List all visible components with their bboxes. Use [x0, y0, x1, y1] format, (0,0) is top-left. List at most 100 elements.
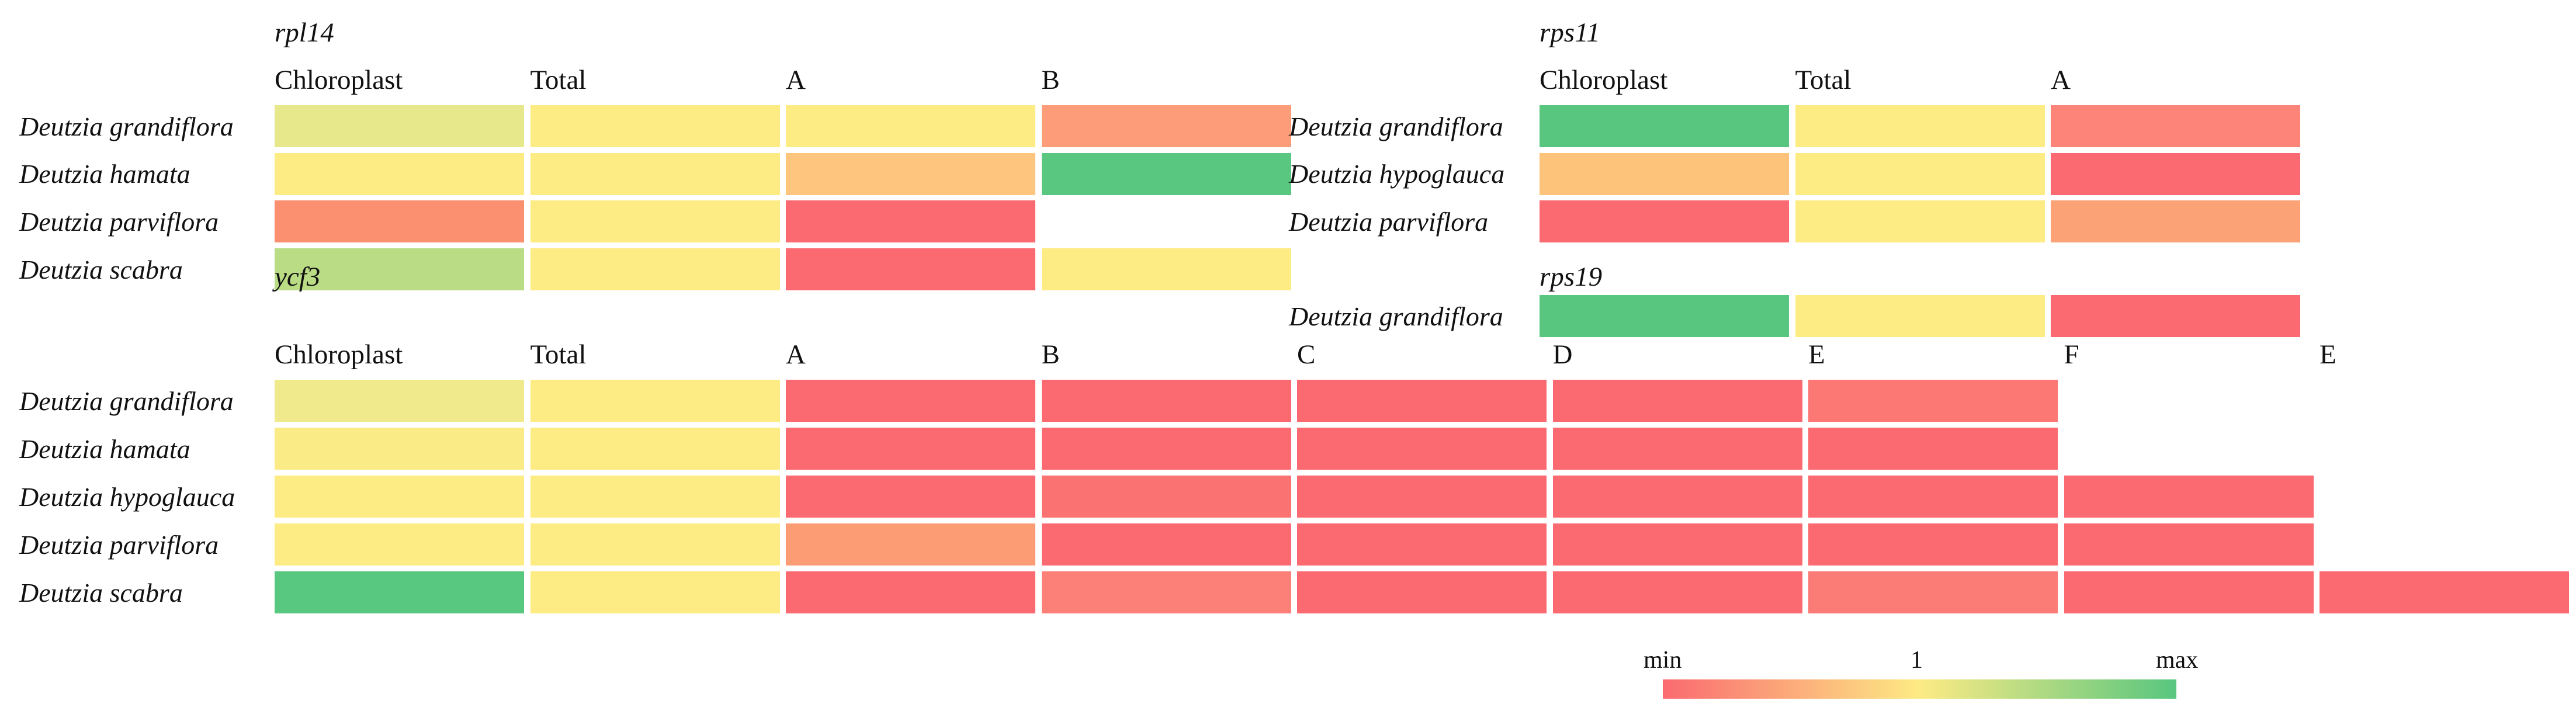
heatmap-cell-rpl14-r1-c0 — [275, 152, 524, 195]
heatmap-cell-ycf3-r0-c4 — [1297, 380, 1547, 422]
heatmap-cell-ycf3-r2-c7 — [2064, 476, 2314, 518]
heatmap-cell-rps19-r0-c0 — [1540, 295, 1789, 337]
heatmap-cell-ycf3-r1-c4 — [1297, 428, 1547, 470]
row-label-ycf3-0: Deutzia grandiflora — [19, 386, 234, 416]
heatmap-cell-rpl14-r0-c0 — [275, 105, 524, 147]
heatmap-cell-ycf3-r2-c2 — [786, 476, 1035, 518]
heatmap-cell-ycf3-r3-c2 — [786, 523, 1035, 566]
heatmap-cell-rpl14-r2-c2 — [786, 200, 1035, 243]
heatmap-cell-ycf3-r3-c4 — [1297, 523, 1547, 566]
heatmap-cell-rpl14-r0-c1 — [530, 105, 780, 147]
heatmap-cell-ycf3-r4-c0 — [275, 571, 524, 613]
heatmap-cell-ycf3-r4-c4 — [1297, 571, 1547, 613]
heatmap-cell-ycf3-r4-c8 — [2320, 571, 2569, 613]
row-label-rpl14-2: Deutzia parviflora — [19, 206, 219, 237]
heatmap-cell-ycf3-r2-c5 — [1552, 476, 1802, 518]
heatmap-cell-ycf3-r0-c3 — [1041, 380, 1291, 422]
heatmap-cell-ycf3-r3-c1 — [530, 523, 780, 566]
heatmap-cell-ycf3-r2-c3 — [1041, 476, 1291, 518]
heatmap-cell-rps11-r0-c0 — [1540, 105, 1789, 147]
row-label-rpl14-3: Deutzia scabra — [19, 254, 183, 285]
heatmap-cell-rpl14-r2-c0 — [275, 200, 524, 243]
row-label-ycf3-1: Deutzia hamata — [19, 433, 190, 464]
heatmap-cell-ycf3-r4-c1 — [530, 571, 780, 613]
column-header-rpl14-chloroplast-0: Chloroplast — [275, 65, 403, 95]
heatmap-cell-ycf3-r4-c7 — [2064, 571, 2314, 613]
heatmap-cell-ycf3-r0-c0 — [275, 380, 524, 422]
heatmap-cell-rpl14-r1-c3 — [1041, 152, 1291, 195]
heatmap-cell-rpl14-r1-c1 — [530, 152, 780, 195]
row-label-rps11-0: Deutzia grandiflora — [1289, 111, 1503, 141]
heatmap-cell-rps19-r0-c1 — [1795, 295, 2045, 337]
heatmap-cell-ycf3-r1-c6 — [1808, 428, 2058, 470]
heatmap-cell-rpl14-r3-c2 — [786, 248, 1035, 290]
column-header-rps11-chloroplast-0: Chloroplast — [1540, 65, 1668, 95]
heatmap-cell-rpl14-r0-c2 — [786, 105, 1035, 147]
heatmap-cell-rps11-r2-c1 — [1795, 200, 2045, 243]
legend-min-label: min — [1644, 647, 1682, 674]
heatmap-cell-ycf3-r1-c1 — [530, 428, 780, 470]
column-header-rpl14-total-1: Total — [530, 65, 587, 95]
gene-title-rps19: rps19 — [1540, 262, 1603, 292]
row-label-rpl14-0: Deutzia grandiflora — [19, 111, 234, 141]
heatmap-cell-ycf3-r0-c1 — [530, 380, 780, 422]
heatmap-cell-ycf3-r3-c3 — [1041, 523, 1291, 566]
heatmap-cell-rpl14-r0-c3 — [1041, 105, 1291, 147]
heatmap-cell-ycf3-r2-c4 — [1297, 476, 1547, 518]
heatmap-cell-ycf3-r4-c2 — [786, 571, 1035, 613]
heatmap-cell-ycf3-r1-c0 — [275, 428, 524, 470]
heatmap-cell-ycf3-r3-c7 — [2064, 523, 2314, 566]
row-label-ycf3-2: Deutzia hypoglauca — [19, 481, 235, 512]
heatmap-cell-ycf3-r1-c3 — [1041, 428, 1291, 470]
heatmap-cell-ycf3-r2-c6 — [1808, 476, 2058, 518]
column-header-rpl14-b-3: B — [1041, 65, 1060, 95]
heatmap-cell-rps11-r0-c1 — [1795, 105, 2045, 147]
heatmap-cell-rpl14-r3-c0 — [275, 248, 524, 290]
heatmap-cell-ycf3-r4-c5 — [1552, 571, 1802, 613]
column-header-ycf3-total-1: Total — [530, 339, 587, 370]
column-header-ycf3-c-4: C — [1297, 339, 1316, 370]
heatmap-cell-ycf3-r0-c2 — [786, 380, 1035, 422]
heatmap-cell-rpl14-r1-c2 — [786, 152, 1035, 195]
gene-title-rpl14: rpl14 — [275, 18, 334, 48]
heatmap-cell-ycf3-r0-c6 — [1808, 380, 2058, 422]
heatmap-cell-ycf3-r1-c5 — [1552, 428, 1802, 470]
heatmap-cell-ycf3-r3-c0 — [275, 523, 524, 566]
column-header-ycf3-f-7: F — [2064, 339, 2079, 370]
column-header-ycf3-e-6: E — [1808, 339, 1825, 370]
heatmap-cell-rps11-r1-c2 — [2051, 152, 2300, 195]
legend-max-label: max — [2156, 647, 2199, 674]
heatmap-cell-rps19-r0-c2 — [2051, 295, 2300, 337]
column-header-ycf3-chloroplast-0: Chloroplast — [275, 339, 403, 370]
row-label-ycf3-4: Deutzia scabra — [19, 577, 183, 608]
heatmap-cell-ycf3-r4-c3 — [1041, 571, 1291, 613]
heatmap-cell-rpl14-r3-c1 — [530, 248, 780, 290]
column-header-rps11-total-1: Total — [1795, 65, 1852, 95]
heatmap-cell-rps11-r0-c2 — [2051, 105, 2300, 147]
row-label-rps19-0: Deutzia grandiflora — [1289, 301, 1503, 331]
heatmap-cell-rpl14-r3-c3 — [1041, 248, 1291, 290]
column-header-ycf3-d-5: D — [1552, 339, 1573, 370]
column-header-rpl14-a-2: A — [786, 65, 806, 95]
heatmap-cell-ycf3-r2-c1 — [530, 476, 780, 518]
row-label-rps11-1: Deutzia hypoglauca — [1289, 159, 1505, 189]
gene-title-rps11: rps11 — [1540, 18, 1600, 48]
legend-mid-label: 1 — [1911, 647, 1923, 674]
heatmap-cell-ycf3-r1-c2 — [786, 428, 1035, 470]
heatmap-cell-rps11-r1-c1 — [1795, 152, 2045, 195]
gene-title-ycf3: ycf3 — [275, 262, 321, 292]
row-label-rps11-2: Deutzia parviflora — [1289, 206, 1489, 237]
column-header-ycf3-b-3: B — [1041, 339, 1060, 370]
legend-gradient-bar — [1663, 679, 2176, 699]
column-header-ycf3-a-2: A — [786, 339, 806, 370]
column-header-rps11-a-2: A — [2051, 65, 2071, 95]
heatmap-cell-ycf3-r2-c0 — [275, 476, 524, 518]
heatmap-cell-rps11-r2-c2 — [2051, 200, 2300, 243]
heatmap-cell-rpl14-r2-c1 — [530, 200, 780, 243]
column-header-ycf3-e-8: E — [2320, 339, 2336, 370]
heatmap-cell-rps11-r1-c0 — [1540, 152, 1789, 195]
heatmap-cell-ycf3-r0-c5 — [1552, 380, 1802, 422]
row-label-rpl14-1: Deutzia hamata — [19, 159, 190, 189]
heatmap-cell-ycf3-r4-c6 — [1808, 571, 2058, 613]
